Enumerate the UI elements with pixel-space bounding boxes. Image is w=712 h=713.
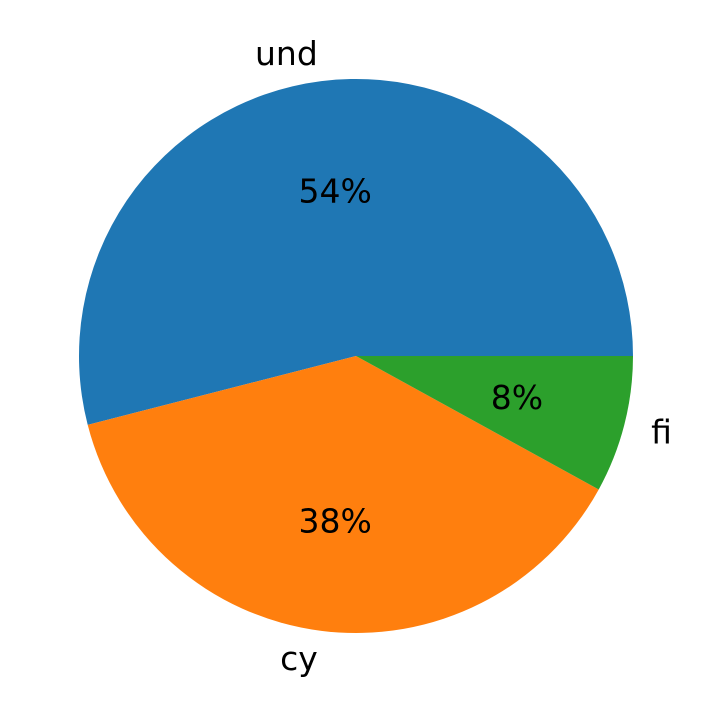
pie-pct-label-fi: 8% xyxy=(491,378,543,417)
pie-slice-und xyxy=(78,78,633,425)
pie-labels: 54% und 38% cy 8% fi xyxy=(255,34,672,678)
pie-category-label-und: und xyxy=(255,34,318,73)
pie-slices xyxy=(78,78,633,634)
pie-category-label-fi: fi xyxy=(651,412,672,451)
pie-pct-label-und: 54% xyxy=(298,172,371,211)
pie-slice-cy xyxy=(87,356,599,634)
pie-slice-fi xyxy=(356,356,633,490)
pie-category-label-cy: cy xyxy=(280,639,318,678)
pie-pct-label-cy: 38% xyxy=(298,501,371,540)
